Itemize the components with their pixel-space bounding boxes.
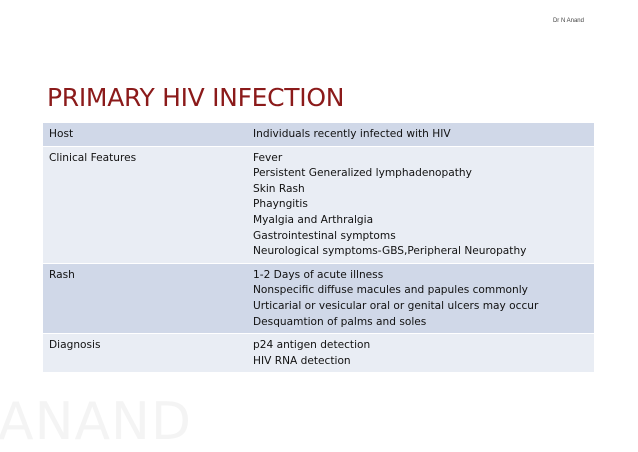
row-content: Individuals recently infected with HIV bbox=[247, 123, 594, 147]
table-row-diagnosis: Diagnosis p24 antigen detection HIV RNA … bbox=[43, 333, 594, 374]
row-content: 1-2 Days of acute illness Nonspecific di… bbox=[247, 263, 594, 335]
table-row-clinical-features: Clinical Features Fever Persistent Gener… bbox=[43, 146, 594, 264]
row-line: Myalgia and Arthralgia bbox=[253, 213, 374, 226]
row-line: 1-2 Days of acute illness bbox=[253, 268, 384, 281]
row-line: Nonspecific diffuse macules and papules … bbox=[253, 284, 528, 297]
row-line: Fever bbox=[253, 151, 283, 164]
info-table: Host Individuals recently infected with … bbox=[43, 123, 594, 374]
table-row-rash: Rash 1-2 Days of acute illness Nonspecif… bbox=[43, 263, 594, 335]
author-label: Dr N Anand bbox=[552, 18, 584, 24]
row-line: Neurological symptoms-GBS,Peripheral Neu… bbox=[253, 245, 527, 258]
table-row-host: Host Individuals recently infected with … bbox=[43, 123, 594, 147]
row-line: Desquamtion of palms and soles bbox=[253, 315, 427, 328]
row-label: Clinical Features bbox=[43, 146, 247, 264]
watermark: ANAND bbox=[0, 392, 192, 452]
row-label: Rash bbox=[43, 263, 247, 335]
row-content: Fever Persistent Generalized lymphadenop… bbox=[247, 146, 594, 264]
row-line: Urticarial or vesicular oral or genital … bbox=[253, 299, 539, 312]
row-line: Individuals recently infected with HIV bbox=[253, 128, 451, 140]
row-label: Diagnosis bbox=[43, 333, 247, 374]
row-line: p24 antigen detection bbox=[253, 339, 371, 352]
row-line: Skin Rash bbox=[253, 182, 305, 195]
row-line: Gastrointestinal symptoms bbox=[253, 229, 396, 242]
row-line: Persistent Generalized lymphadenopathy bbox=[253, 167, 472, 180]
row-line: HIV RNA detection bbox=[253, 354, 351, 367]
row-label: Host bbox=[43, 123, 247, 147]
row-line: Phayngitis bbox=[253, 198, 308, 211]
row-content: p24 antigen detection HIV RNA detection bbox=[247, 333, 594, 374]
slide-title: PRIMARY HIV INFECTION bbox=[47, 83, 345, 112]
